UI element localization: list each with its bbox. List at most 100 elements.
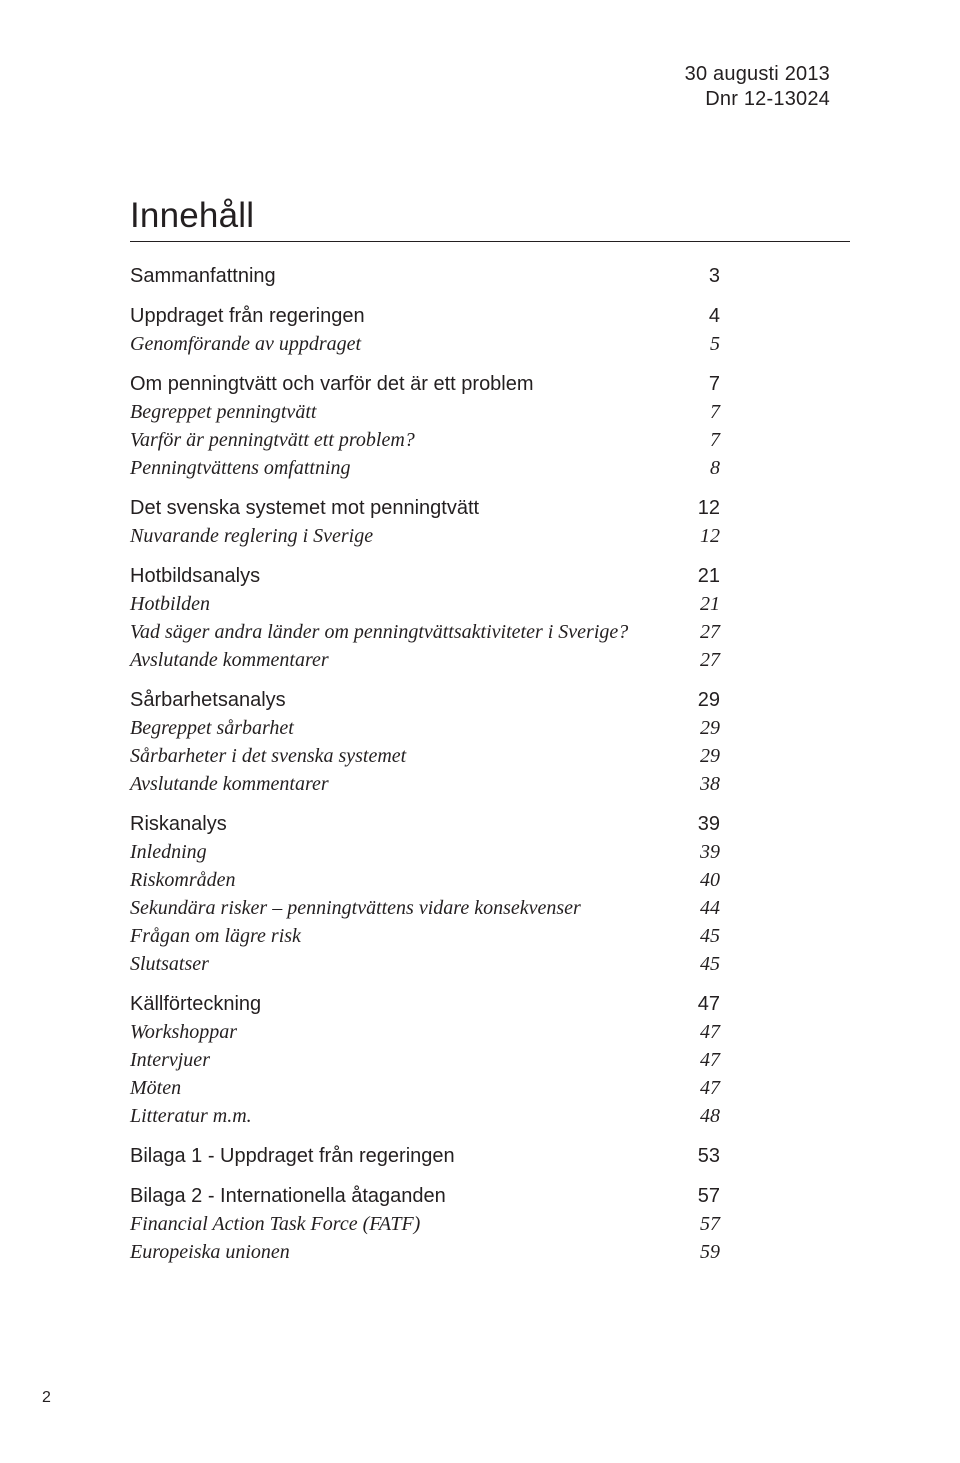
toc-group: Uppdraget från regeringen4Genomförande a… xyxy=(130,302,720,358)
toc-entry-label: Inledning xyxy=(130,838,682,866)
footer-page-number: 2 xyxy=(42,1389,51,1407)
toc-subsection-row: Hotbilden21 xyxy=(130,590,720,618)
page: 30 augusti 2013 Dnr 12-13024 Innehåll Sa… xyxy=(0,0,960,1266)
toc-group: Bilaga 1 - Uppdraget från regeringen53 xyxy=(130,1142,720,1170)
toc-entry-page: 3 xyxy=(691,262,720,290)
toc-entry-label: Nuvarande reglering i Sverige xyxy=(130,522,682,550)
toc-entry-page: 12 xyxy=(680,494,720,522)
toc-entry-page: 40 xyxy=(682,866,720,894)
toc-subsection-row: Litteratur m.m.48 xyxy=(130,1102,720,1130)
toc-entry-page: 7 xyxy=(692,426,720,454)
toc-entry-label: Begreppet penningtvätt xyxy=(130,398,692,426)
toc-entry-page: 29 xyxy=(682,742,720,770)
toc-entry-page: 48 xyxy=(682,1102,720,1130)
toc-entry-page: 21 xyxy=(682,590,720,618)
toc-entry-page: 4 xyxy=(691,302,720,330)
toc-group: Sammanfattning3 xyxy=(130,262,720,290)
toc-subsection-row: Workshoppar47 xyxy=(130,1018,720,1046)
toc-subsection-row: Avslutande kommentarer38 xyxy=(130,770,720,798)
toc-entry-label: Genomförande av uppdraget xyxy=(130,330,692,358)
toc-entry-label: Bilaga 1 - Uppdraget från regeringen xyxy=(130,1142,680,1170)
toc-entry-page: 5 xyxy=(692,330,720,358)
toc-entry-label: Litteratur m.m. xyxy=(130,1102,682,1130)
toc-entry-label: Riskanalys xyxy=(130,810,680,838)
toc-entry-label: Hotbildsanalys xyxy=(130,562,680,590)
toc-section-row: Bilaga 2 - Internationella åtaganden57 xyxy=(130,1182,720,1210)
toc-entry-page: 8 xyxy=(692,454,720,482)
toc-subsection-row: Sekundära risker – penningtvättens vidar… xyxy=(130,894,720,922)
table-of-contents: Sammanfattning3 Uppdraget från regeringen… xyxy=(130,262,720,1266)
toc-group: Riskanalys39Inledning39Riskområden40Seku… xyxy=(130,810,720,978)
toc-entry-label: Sårbarhetsanalys xyxy=(130,686,680,714)
toc-entry-page: 57 xyxy=(682,1210,720,1238)
toc-entry-page: 47 xyxy=(680,990,720,1018)
toc-entry-label: Frågan om lägre risk xyxy=(130,922,682,950)
toc-section-row: Sårbarhetsanalys29 xyxy=(130,686,720,714)
toc-entry-page: 38 xyxy=(682,770,720,798)
toc-subsection-row: Financial Action Task Force (FATF)57 xyxy=(130,1210,720,1238)
toc-subsection-row: Genomförande av uppdraget5 xyxy=(130,330,720,358)
toc-section-row: Sammanfattning3 xyxy=(130,262,720,290)
toc-subsection-row: Penningtvättens omfattning8 xyxy=(130,454,720,482)
toc-entry-page: 44 xyxy=(682,894,720,922)
toc-subsection-row: Slutsatser45 xyxy=(130,950,720,978)
toc-group: Bilaga 2 - Internationella åtaganden57Fi… xyxy=(130,1182,720,1266)
toc-entry-page: 27 xyxy=(682,646,720,674)
toc-section-row: Om penningtvätt och varför det är ett pr… xyxy=(130,370,720,398)
toc-group: Det svenska systemet mot penningtvätt12N… xyxy=(130,494,720,550)
toc-subsection-row: Varför är penningtvätt ett problem?7 xyxy=(130,426,720,454)
toc-section-row: Källförteckning47 xyxy=(130,990,720,1018)
toc-subsection-row: Sårbarheter i det svenska systemet29 xyxy=(130,742,720,770)
header-block: 30 augusti 2013 Dnr 12-13024 xyxy=(130,62,830,112)
toc-entry-label: Hotbilden xyxy=(130,590,682,618)
toc-subsection-row: Riskområden40 xyxy=(130,866,720,894)
toc-section-row: Hotbildsanalys21 xyxy=(130,562,720,590)
toc-entry-page: 39 xyxy=(682,838,720,866)
toc-entry-label: Sekundära risker – penningtvättens vidar… xyxy=(130,894,682,922)
toc-entry-label: Det svenska systemet mot penningtvätt xyxy=(130,494,680,522)
toc-entry-page: 45 xyxy=(682,950,720,978)
toc-entry-label: Bilaga 2 - Internationella åtaganden xyxy=(130,1182,680,1210)
toc-group: Sårbarhetsanalys29Begreppet sårbarhet29S… xyxy=(130,686,720,798)
toc-section-row: Riskanalys39 xyxy=(130,810,720,838)
toc-entry-page: 29 xyxy=(682,714,720,742)
toc-section-row: Uppdraget från regeringen4 xyxy=(130,302,720,330)
toc-entry-page: 39 xyxy=(680,810,720,838)
toc-entry-label: Vad säger andra länder om penningtvättsa… xyxy=(130,618,682,646)
toc-group: Hotbildsanalys21Hotbilden21Vad säger and… xyxy=(130,562,720,674)
toc-subsection-row: Intervjuer47 xyxy=(130,1046,720,1074)
toc-subsection-row: Vad säger andra länder om penningtvättsa… xyxy=(130,618,720,646)
toc-entry-page: 47 xyxy=(682,1018,720,1046)
toc-entry-page: 45 xyxy=(682,922,720,950)
page-title: Innehåll xyxy=(130,196,830,242)
toc-entry-page: 47 xyxy=(682,1074,720,1102)
toc-entry-label: Europeiska unionen xyxy=(130,1238,682,1266)
toc-entry-label: Begreppet sårbarhet xyxy=(130,714,682,742)
toc-entry-label: Workshoppar xyxy=(130,1018,682,1046)
toc-entry-label: Uppdraget från regeringen xyxy=(130,302,691,330)
toc-entry-page: 27 xyxy=(682,618,720,646)
toc-entry-page: 57 xyxy=(680,1182,720,1210)
toc-entry-label: Avslutande kommentarer xyxy=(130,646,682,674)
header-dnr: Dnr 12-13024 xyxy=(130,87,830,112)
toc-subsection-row: Begreppet sårbarhet29 xyxy=(130,714,720,742)
toc-entry-page: 59 xyxy=(682,1238,720,1266)
toc-entry-label: Om penningtvätt och varför det är ett pr… xyxy=(130,370,691,398)
toc-entry-label: Penningtvättens omfattning xyxy=(130,454,692,482)
toc-entry-page: 7 xyxy=(691,370,720,398)
toc-entry-page: 7 xyxy=(692,398,720,426)
toc-subsection-row: Inledning39 xyxy=(130,838,720,866)
toc-group: Källförteckning47Workshoppar47Intervjuer… xyxy=(130,990,720,1130)
toc-subsection-row: Möten47 xyxy=(130,1074,720,1102)
toc-entry-label: Riskområden xyxy=(130,866,682,894)
toc-entry-label: Källförteckning xyxy=(130,990,680,1018)
header-date: 30 augusti 2013 xyxy=(130,62,830,87)
toc-entry-label: Möten xyxy=(130,1074,682,1102)
toc-entry-page: 47 xyxy=(682,1046,720,1074)
toc-entry-page: 29 xyxy=(680,686,720,714)
toc-entry-page: 12 xyxy=(682,522,720,550)
toc-entry-label: Avslutande kommentarer xyxy=(130,770,682,798)
toc-section-row: Bilaga 1 - Uppdraget från regeringen53 xyxy=(130,1142,720,1170)
toc-subsection-row: Begreppet penningtvätt7 xyxy=(130,398,720,426)
toc-section-row: Det svenska systemet mot penningtvätt12 xyxy=(130,494,720,522)
